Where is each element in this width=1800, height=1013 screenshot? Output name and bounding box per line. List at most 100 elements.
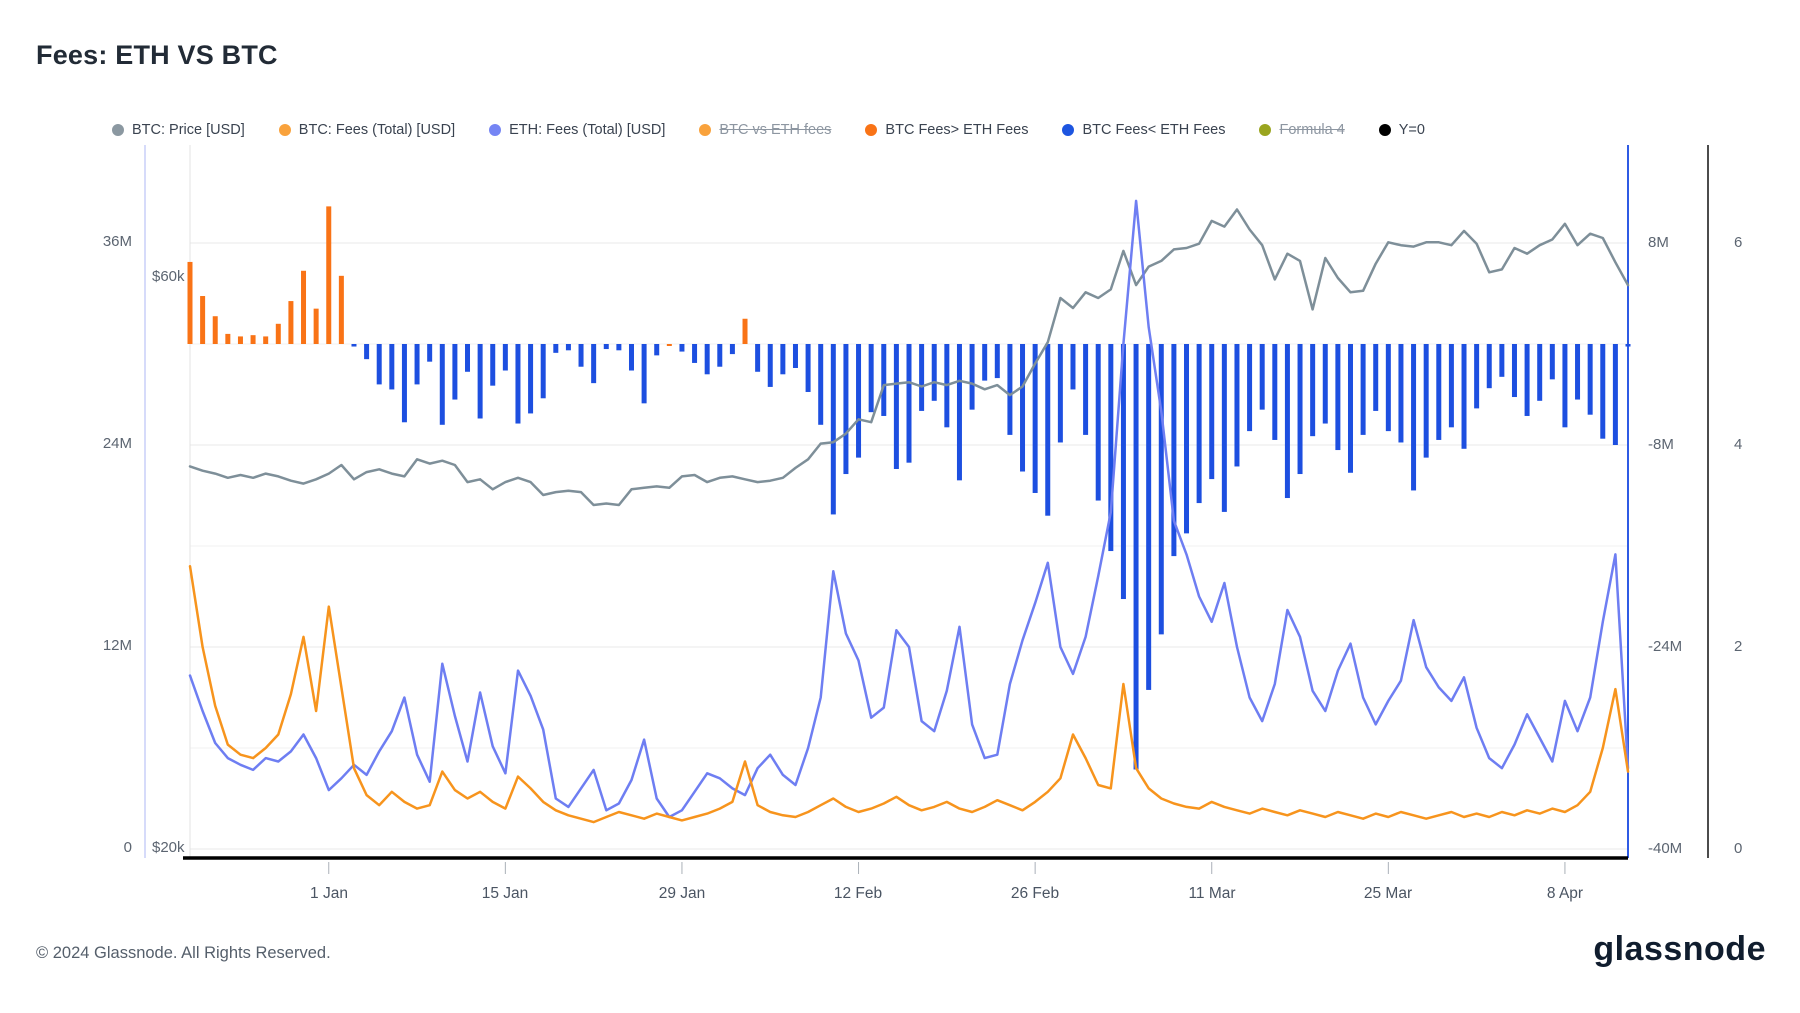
bar-btc-gt-eth: [225, 333, 231, 344]
bar-btc-lt-eth: [982, 344, 988, 381]
bar-btc-lt-eth: [919, 344, 925, 411]
bar-btc-lt-eth: [1360, 344, 1366, 435]
bar-btc-lt-eth: [565, 344, 571, 351]
bar-btc-lt-eth: [401, 344, 407, 423]
copyright-text: © 2024 Glassnode. All Rights Reserved.: [36, 944, 331, 962]
bar-btc-gt-eth: [200, 296, 206, 344]
bar-btc-lt-eth: [1398, 344, 1404, 443]
legend-item-btc-price[interactable]: BTC: Price [USD]: [112, 122, 245, 138]
bar-btc-lt-eth: [1436, 344, 1442, 440]
legend-dot-icon: [1378, 124, 1391, 136]
bar-btc-lt-eth: [868, 344, 874, 413]
legend-dot-icon: [699, 124, 712, 136]
bar-btc-lt-eth: [1158, 344, 1164, 635]
y-axis-diff-neg40m: -40M: [1648, 840, 1683, 857]
bar-btc-lt-eth: [818, 344, 824, 425]
bar-btc-lt-eth: [1259, 344, 1265, 410]
bar-btc-lt-eth: [969, 344, 975, 410]
x-tick-29-jan: 29 Jan: [658, 885, 706, 902]
legend-item-btc-lt-eth[interactable]: BTC Fees< ETH Fees: [1062, 122, 1225, 138]
bar-btc-lt-eth: [1625, 344, 1631, 347]
bar-btc-lt-eth: [1032, 344, 1038, 493]
legend-item-btc-fees[interactable]: BTC: Fees (Total) [USD]: [278, 122, 455, 138]
x-tick-12-feb: 12 Feb: [833, 885, 883, 902]
bar-btc-lt-eth: [616, 344, 622, 351]
bar-btc-lt-eth: [1133, 344, 1139, 770]
bar-btc-gt-eth: [212, 316, 218, 344]
bar-btc-lt-eth: [1448, 344, 1454, 428]
y-axis-price-60k: $60k: [152, 268, 185, 285]
bar-btc-lt-eth: [1045, 344, 1051, 516]
x-tick-25-mar: 25 Mar: [1363, 885, 1413, 902]
bar-btc-lt-eth: [628, 344, 634, 371]
bar-btc-lt-eth: [767, 344, 773, 387]
bar-btc-lt-eth: [931, 344, 937, 401]
btc-fees-line: [188, 564, 1630, 824]
bar-btc-lt-eth: [1171, 344, 1177, 557]
bar-btc-lt-eth: [1385, 344, 1391, 432]
btc-price-line: [188, 208, 1630, 507]
bar-btc-lt-eth: [1562, 344, 1568, 428]
bar-btc-lt-eth: [1083, 344, 1089, 435]
bar-btc-gt-eth: [338, 275, 344, 344]
bar-btc-lt-eth: [1322, 344, 1328, 424]
bar-btc-lt-eth: [1549, 344, 1555, 380]
bar-btc-gt-eth: [250, 335, 256, 344]
glassnode-logo[interactable]: glassnode: [1593, 930, 1766, 968]
bar-btc-lt-eth: [578, 344, 584, 367]
bar-btc-gt-eth: [187, 261, 193, 344]
bar-btc-lt-eth: [692, 344, 698, 363]
bar-btc-lt-eth: [843, 344, 849, 475]
bar-btc-lt-eth: [1474, 344, 1480, 409]
bar-btc-lt-eth: [515, 344, 521, 424]
bar-btc-lt-eth: [1423, 344, 1429, 458]
bar-btc-lt-eth: [465, 344, 471, 372]
bar-btc-lt-eth: [1057, 344, 1063, 443]
bar-btc-lt-eth: [1020, 344, 1026, 472]
bar-btc-lt-eth: [1184, 344, 1190, 534]
page-title: Fees: ETH VS BTC: [36, 40, 278, 70]
x-tick-26-feb: 26 Feb: [1010, 885, 1060, 902]
bar-btc-gt-eth: [742, 318, 748, 344]
bar-btc-lt-eth: [704, 344, 710, 375]
bar-btc-lt-eth: [528, 344, 534, 414]
bar-btc-lt-eth: [1612, 344, 1618, 445]
bar-btc-lt-eth: [502, 344, 508, 371]
bar-btc-lt-eth: [603, 344, 609, 350]
bar-btc-lt-eth: [654, 344, 660, 356]
y-axis-diff-neg24m: -24M: [1648, 638, 1683, 655]
bar-btc-gt-eth: [326, 206, 332, 344]
bar-btc-lt-eth: [427, 344, 433, 362]
bar-btc-lt-eth: [1575, 344, 1581, 400]
bar-btc-lt-eth: [490, 344, 496, 386]
bar-btc-lt-eth: [729, 344, 735, 355]
bar-btc-lt-eth: [1373, 344, 1379, 411]
bar-btc-lt-eth: [1007, 344, 1013, 435]
bar-btc-lt-eth: [805, 344, 811, 392]
bar-btc-lt-eth: [1524, 344, 1530, 416]
bar-btc-lt-eth: [452, 344, 458, 400]
legend-dot-icon: [112, 124, 124, 136]
bar-btc-lt-eth: [1095, 344, 1101, 501]
legend-item-btc-gt-eth[interactable]: BTC Fees> ETH Fees: [865, 122, 1028, 138]
y-axis-fees-12m: 12M: [102, 637, 132, 654]
bar-btc-lt-eth: [1272, 344, 1278, 440]
legend-item-btc-vs-eth-fees[interactable]: BTC vs ETH fees: [699, 122, 831, 138]
y-axis-fees-36m: 36M: [102, 233, 132, 250]
bar-btc-lt-eth: [351, 344, 357, 347]
bar-btc-lt-eth: [1070, 344, 1076, 390]
bar-btc-lt-eth: [591, 344, 597, 384]
bar-btc-lt-eth: [956, 344, 962, 481]
legend-item-formula-4[interactable]: Formula 4: [1259, 122, 1345, 138]
bar-btc-lt-eth: [906, 344, 912, 463]
legend-dot-icon: [1259, 124, 1272, 136]
bar-btc-lt-eth: [553, 344, 559, 353]
legend-item-y0[interactable]: Y=0: [1378, 122, 1425, 138]
bar-btc-lt-eth: [679, 344, 685, 352]
bar-btc-lt-eth: [1461, 344, 1467, 449]
bar-btc-lt-eth: [641, 344, 647, 404]
legend-dot-icon: [1062, 124, 1075, 136]
legend-item-eth-fees[interactable]: ETH: Fees (Total) [USD]: [489, 122, 665, 138]
bar-btc-lt-eth: [1310, 344, 1316, 437]
